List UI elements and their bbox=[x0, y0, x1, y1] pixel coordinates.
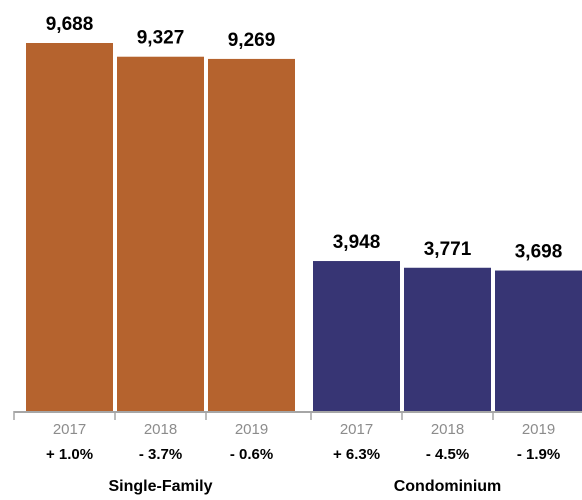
change-label: - 4.5% bbox=[426, 446, 469, 463]
change-label: + 1.0% bbox=[46, 446, 93, 463]
bar bbox=[313, 261, 400, 411]
change-label: - 0.6% bbox=[230, 446, 273, 463]
bar bbox=[117, 56, 204, 411]
x-tick-label: 2019 bbox=[522, 421, 555, 438]
x-tick-label: 2019 bbox=[235, 421, 268, 438]
group-label: Single-Family bbox=[108, 478, 212, 495]
data-label: 3,948 bbox=[333, 232, 381, 253]
x-tick-label: 2018 bbox=[144, 421, 177, 438]
change-label: - 1.9% bbox=[517, 446, 560, 463]
bar bbox=[495, 270, 582, 411]
x-tick-label: 2017 bbox=[53, 421, 86, 438]
data-label: 9,327 bbox=[137, 28, 185, 49]
x-tick-label: 2017 bbox=[340, 421, 373, 438]
change-label: - 3.7% bbox=[139, 446, 182, 463]
bar bbox=[208, 58, 295, 411]
bar bbox=[404, 267, 491, 411]
data-label: 9,269 bbox=[228, 30, 276, 51]
data-label: 3,771 bbox=[424, 239, 472, 260]
data-label: 9,688 bbox=[46, 14, 94, 35]
x-tick-label: 2018 bbox=[431, 421, 464, 438]
change-label: + 6.3% bbox=[333, 446, 380, 463]
bar bbox=[26, 43, 113, 411]
group-label: Condominium bbox=[394, 478, 502, 495]
data-label: 3,698 bbox=[515, 242, 563, 263]
